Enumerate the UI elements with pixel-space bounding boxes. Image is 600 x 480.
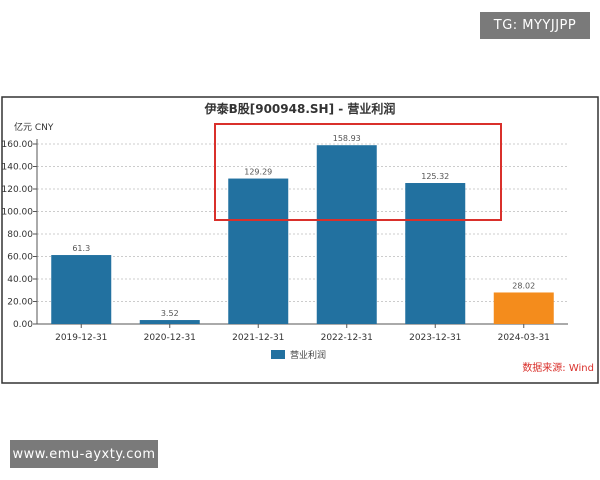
bar-2023-12-31: [405, 183, 466, 324]
y-axis-unit: 亿元 CNY: [14, 121, 54, 133]
bar-2022-12-31: [316, 145, 377, 324]
chart-frame: [1, 96, 599, 384]
bar-2019-12-31: [51, 255, 112, 324]
source-note: 数据来源: Wind: [522, 361, 594, 374]
y-tick-label: 160.00: [2, 140, 34, 150]
x-tick-label: 2022-12-31: [321, 333, 373, 343]
data-label: 158.93: [333, 134, 361, 143]
bar-2024-03-31: [493, 292, 554, 324]
bar-2020-12-31: [139, 320, 200, 324]
bar-2021-12-31: [228, 178, 289, 324]
y-tick-label: 0.00: [13, 320, 33, 330]
watermark-top-right: TG: MYYJJPP: [480, 12, 590, 39]
x-tick-label: 2020-12-31: [144, 333, 196, 343]
x-tick-label: 2024-03-31: [498, 333, 550, 343]
x-tick-label: 2021-12-31: [232, 333, 284, 343]
y-tick-label: 20.00: [7, 298, 33, 308]
data-label: 3.52: [161, 309, 179, 318]
highlight-box: [214, 123, 502, 221]
x-tick-label: 2023-12-31: [409, 333, 461, 343]
data-label: 125.32: [421, 172, 449, 181]
y-tick-label: 80.00: [7, 230, 33, 240]
watermark-bottom-left: www.emu-ayxty.com: [10, 440, 158, 468]
y-tick-label: 140.00: [2, 163, 34, 173]
x-tick-label: 2019-12-31: [55, 333, 107, 343]
chart-title: 伊泰B股[900948.SH] - 营业利润: [204, 101, 396, 116]
data-label: 28.02: [512, 281, 535, 290]
data-label: 61.3: [72, 244, 90, 253]
data-label: 129.29: [244, 168, 272, 177]
y-tick-label: 40.00: [7, 275, 33, 285]
y-tick-label: 60.00: [7, 253, 33, 263]
legend-label: 营业利润: [290, 349, 326, 361]
y-tick-label: 120.00: [2, 185, 34, 195]
legend-swatch: [271, 350, 285, 359]
y-tick-label: 100.00: [2, 208, 34, 218]
